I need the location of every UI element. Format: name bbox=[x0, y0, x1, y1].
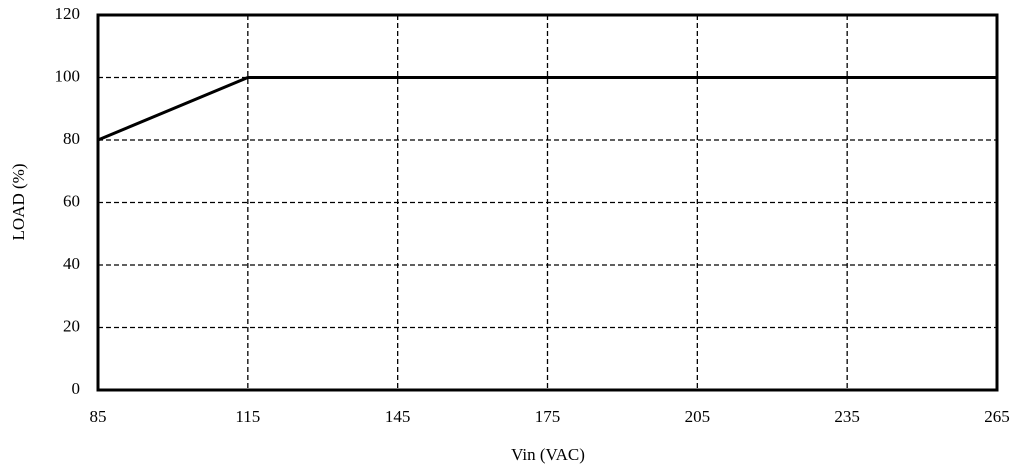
x-tick-label: 145 bbox=[385, 407, 411, 426]
y-tick-label: 40 bbox=[63, 254, 80, 273]
x-tick-label: 85 bbox=[90, 407, 107, 426]
y-axis-label: LOAD (%) bbox=[9, 164, 28, 241]
y-tick-label: 100 bbox=[55, 66, 81, 85]
y-tick-label: 0 bbox=[72, 379, 81, 398]
y-tick-label: 120 bbox=[55, 4, 81, 23]
data-line bbox=[97, 76, 997, 142]
y-tick-label: 60 bbox=[63, 191, 80, 210]
x-tick-label: 265 bbox=[984, 407, 1010, 426]
x-tick-label: 175 bbox=[535, 407, 561, 426]
y-tick-label: 20 bbox=[63, 316, 80, 335]
x-tick-label: 115 bbox=[235, 407, 260, 426]
x-tick-label: 235 bbox=[834, 407, 860, 426]
plot-border bbox=[96, 13, 999, 392]
x-tick-label: 205 bbox=[685, 407, 711, 426]
x-axis-label: Vin (VAC) bbox=[511, 445, 585, 464]
y-tick-label: 80 bbox=[63, 129, 80, 148]
